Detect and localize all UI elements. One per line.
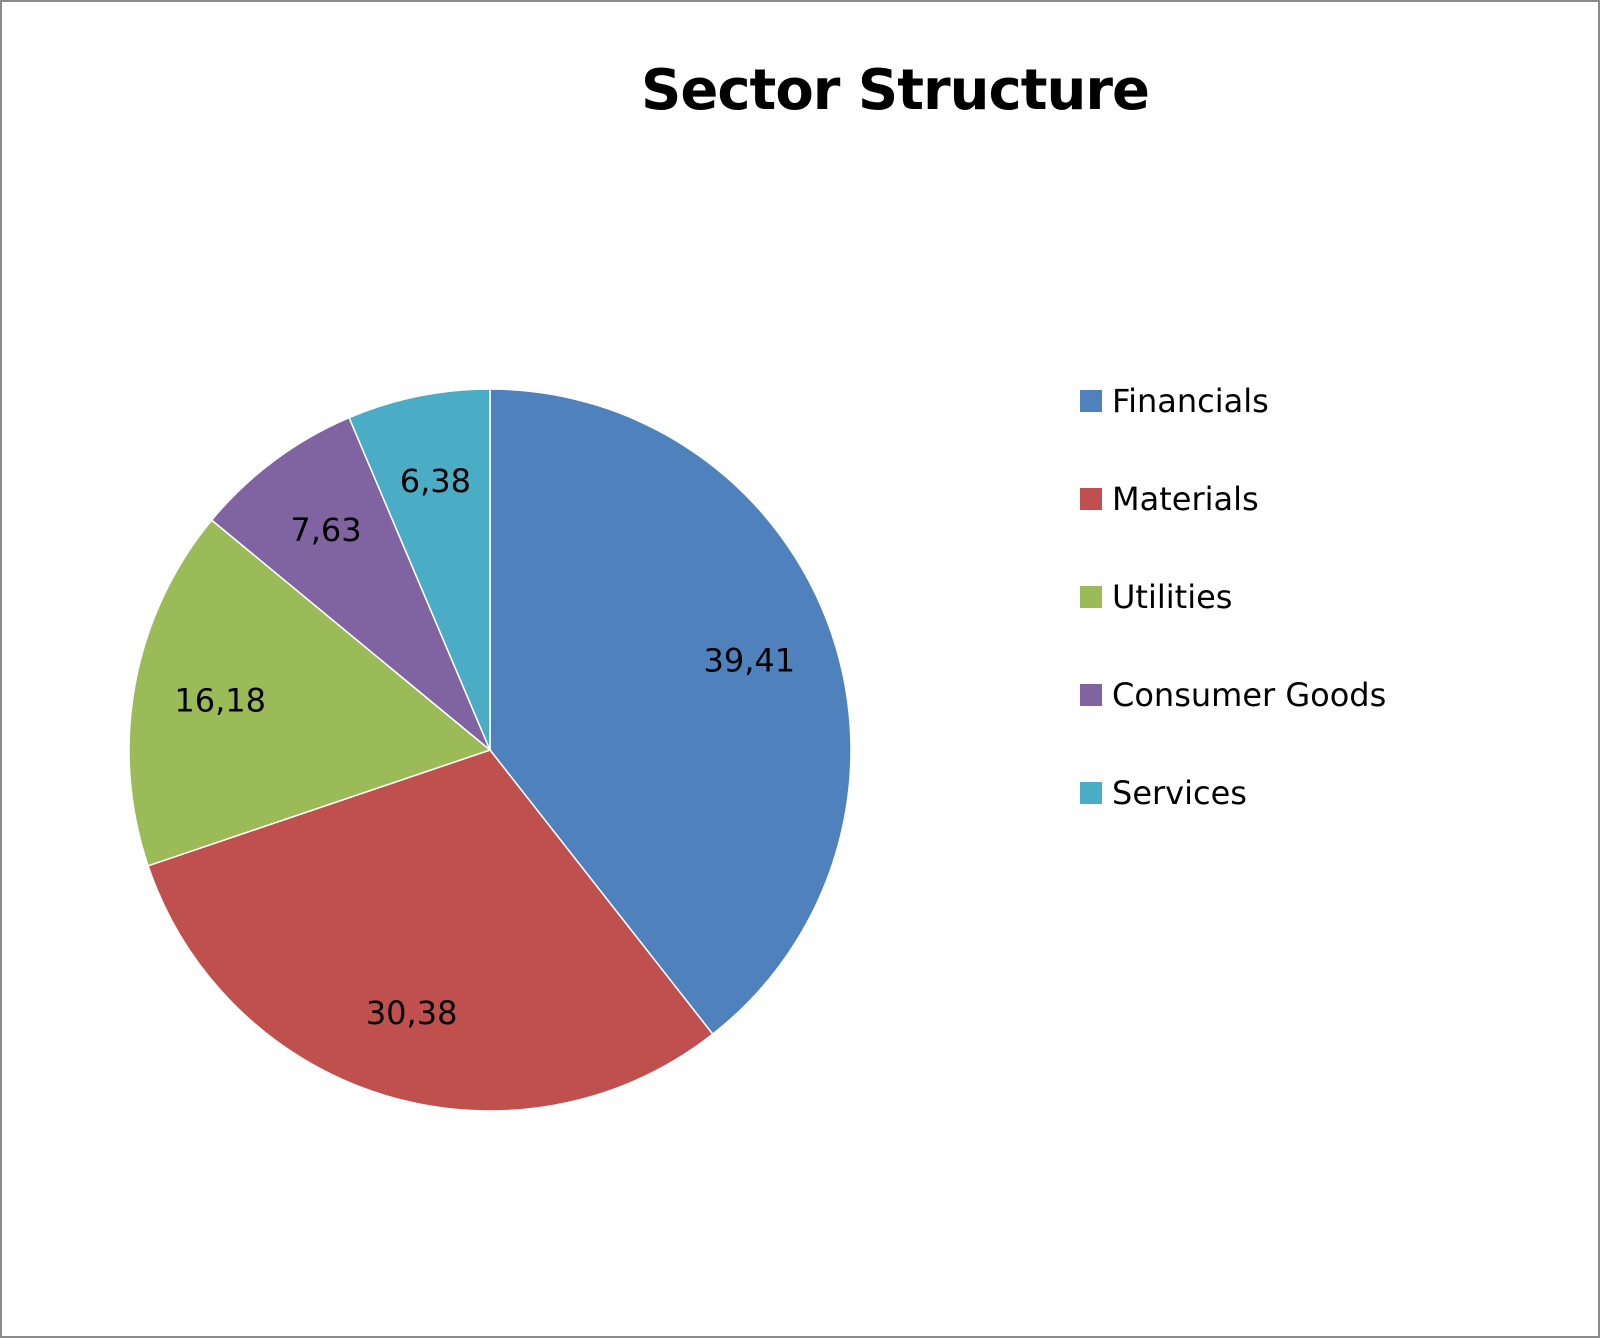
pie-slice-materials — [147, 749, 714, 1112]
legend-item-consumer-goods: Consumer Goods — [1080, 646, 1386, 744]
legend-swatch — [1080, 390, 1102, 412]
pie-labels: 39,41 30,38 16,18 7,63 6,38 — [174, 462, 795, 1032]
pie-slice-utilities — [128, 519, 492, 867]
legend-label: Consumer Goods — [1112, 676, 1387, 714]
pie-slice-financials — [489, 388, 852, 1036]
legend-swatch — [1080, 586, 1102, 608]
legend-label: Utilities — [1112, 578, 1233, 616]
data-label-utilities: 16,18 — [174, 681, 266, 719]
pie-slice-services — [348, 388, 491, 751]
legend-label: Materials — [1112, 480, 1259, 518]
legend-swatch — [1080, 488, 1102, 510]
legend-label: Financials — [1112, 382, 1269, 420]
data-label-consumer-goods: 7,63 — [290, 511, 361, 549]
legend-item-financials: Financials — [1080, 352, 1386, 450]
legend-swatch — [1080, 782, 1102, 804]
legend-item-utilities: Utilities — [1080, 548, 1386, 646]
chart-legend: Financials Materials Utilities Consumer Goo… — [1080, 352, 1386, 842]
pie-slice-consumer-goods — [210, 416, 491, 751]
pie-slices — [128, 388, 852, 1112]
legend-item-materials: Materials — [1080, 450, 1386, 548]
legend-swatch — [1080, 684, 1102, 706]
data-label-materials: 30,38 — [366, 994, 458, 1032]
chart-title: Sector Structure — [641, 58, 1150, 123]
legend-label: Services — [1112, 774, 1247, 812]
data-label-financials: 39,41 — [704, 641, 796, 679]
data-label-services: 6,38 — [400, 462, 471, 500]
legend-item-services: Services — [1080, 744, 1386, 842]
